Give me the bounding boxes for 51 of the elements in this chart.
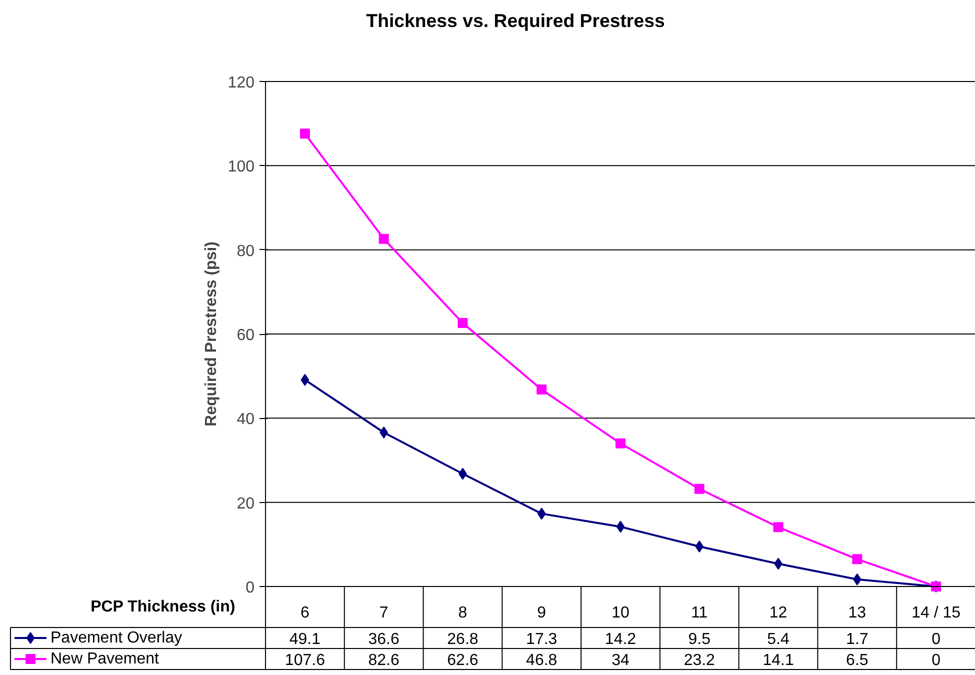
y-tick-label: 0 <box>246 580 255 596</box>
x-tick-label: 13 <box>848 604 866 622</box>
data-label: 107.6 <box>284 652 326 669</box>
point <box>300 374 310 386</box>
data-label: 34 <box>612 652 630 669</box>
y-tick-label: 80 <box>236 242 255 260</box>
data-label: 5.4 <box>767 631 790 648</box>
point <box>616 520 625 533</box>
y-axis-title: Required Prestress (psi) <box>202 242 220 426</box>
data-label: 14.2 <box>604 631 636 648</box>
x-tick-label: 14 / 15 <box>912 604 961 622</box>
data-label: 0 <box>932 631 941 648</box>
point <box>537 508 546 520</box>
data-label: 6.5 <box>846 652 868 669</box>
y-tick-label: 60 <box>236 327 255 344</box>
x-tick-label: 11 <box>691 604 708 622</box>
x-axis-title: PCP Thickness (in) <box>90 598 236 616</box>
data-label: 49.1 <box>289 631 321 648</box>
data-label: 26.8 <box>447 631 478 648</box>
point <box>694 484 704 494</box>
data-label: 23.2 <box>684 652 716 669</box>
data-label: 0 <box>932 652 941 669</box>
point <box>852 554 862 564</box>
point <box>616 438 626 448</box>
x-tick-label: 6 <box>300 604 310 622</box>
data-label: 36.6 <box>368 631 400 648</box>
y-tick-label: 100 <box>228 158 255 176</box>
data-label: 46.8 <box>526 652 558 669</box>
data-label: 1.7 <box>846 631 868 648</box>
data-label: 14.1 <box>762 652 794 669</box>
data-label: 82.6 <box>368 652 400 669</box>
y-tick-label: 20 <box>236 495 255 512</box>
x-tick-label: 12 <box>769 604 788 622</box>
point <box>536 384 547 395</box>
point <box>378 234 389 244</box>
data-label: 9.5 <box>688 631 711 648</box>
legend-label: Pavement Overlay <box>50 630 182 646</box>
point <box>458 318 468 328</box>
point <box>695 540 704 553</box>
point <box>300 128 310 139</box>
data-label: 17.3 <box>526 631 558 648</box>
x-tick-label: 8 <box>458 604 468 622</box>
y-tick-label: 120 <box>228 74 255 92</box>
x-tick-label: 10 <box>612 604 630 622</box>
chart-title: Thickness vs. Required Prestress <box>366 10 665 31</box>
y-tick-label: 40 <box>236 411 255 428</box>
point <box>773 522 784 532</box>
x-tick-label: 7 <box>379 604 388 622</box>
data-label: 62.6 <box>447 652 478 669</box>
legend-label: New Pavement <box>50 650 160 668</box>
x-tick-label: 9 <box>537 604 546 622</box>
